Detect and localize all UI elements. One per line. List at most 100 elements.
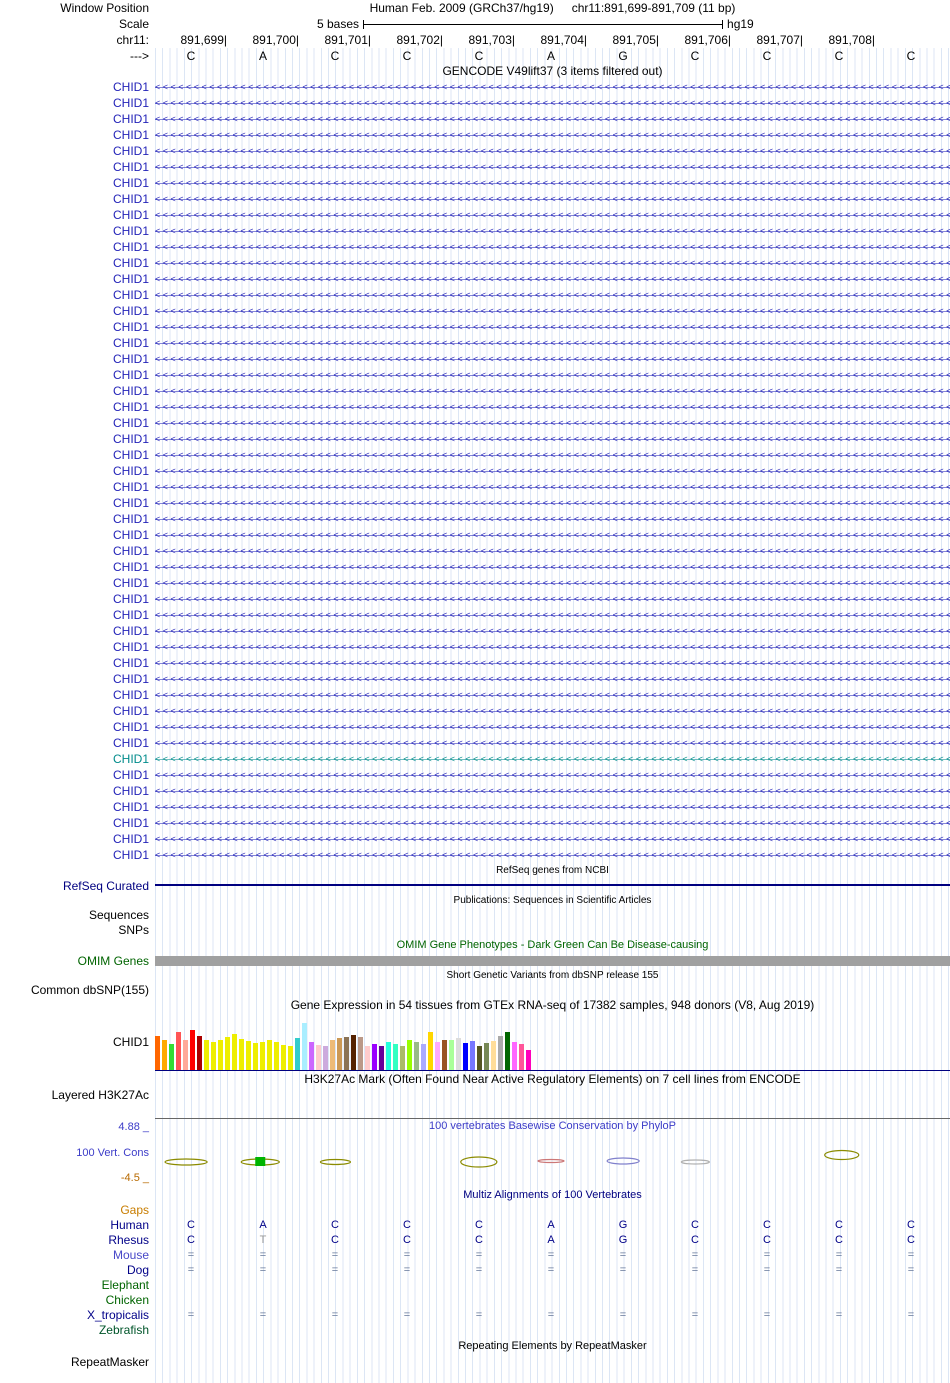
gene-row[interactable]: CHID1 <<<<<<<<<<<<<<<<<<<<<<<<<<<<<<<<<<<… [0, 367, 950, 383]
gene-label[interactable]: CHID1 [112, 608, 149, 622]
gene-row[interactable]: CHID1 <<<<<<<<<<<<<<<<<<<<<<<<<<<<<<<<<<<… [0, 159, 950, 175]
gene-row[interactable]: CHID1 <<<<<<<<<<<<<<<<<<<<<<<<<<<<<<<<<<<… [0, 255, 950, 271]
gene-label[interactable]: CHID1 [112, 400, 149, 414]
gene-label[interactable]: CHID1 [112, 720, 149, 734]
gene-label[interactable]: CHID1 [112, 800, 149, 814]
gene-label[interactable]: CHID1 [112, 480, 149, 494]
species-label[interactable]: Elephant [101, 1278, 149, 1292]
gene-label[interactable]: CHID1 [112, 656, 149, 670]
gene-row[interactable]: CHID1 <<<<<<<<<<<<<<<<<<<<<<<<<<<<<<<<<<<… [0, 639, 950, 655]
species-label[interactable]: Zebrafish [98, 1323, 149, 1337]
gene-label[interactable]: CHID1 [112, 448, 149, 462]
gene-label[interactable]: CHID1 [112, 160, 149, 174]
gene-label[interactable]: CHID1 [112, 368, 149, 382]
gene-label[interactable]: CHID1 [112, 816, 149, 830]
gene-row[interactable]: CHID1 <<<<<<<<<<<<<<<<<<<<<<<<<<<<<<<<<<<… [0, 447, 950, 463]
species-label[interactable]: Gaps [120, 1203, 149, 1217]
gene-label[interactable]: CHID1 [112, 784, 149, 798]
gene-label[interactable]: CHID1 [112, 512, 149, 526]
gene-row[interactable]: CHID1 <<<<<<<<<<<<<<<<<<<<<<<<<<<<<<<<<<<… [0, 415, 950, 431]
species-label[interactable]: Human [110, 1218, 149, 1232]
gene-row[interactable]: CHID1 <<<<<<<<<<<<<<<<<<<<<<<<<<<<<<<<<<<… [0, 687, 950, 703]
gene-row[interactable]: CHID1 <<<<<<<<<<<<<<<<<<<<<<<<<<<<<<<<<<<… [0, 543, 950, 559]
repeatmasker-track-label[interactable]: RepeatMasker [70, 1355, 149, 1369]
gene-label[interactable]: CHID1 [112, 112, 149, 126]
gene-label[interactable]: CHID1 [112, 544, 149, 558]
species-label[interactable]: X_tropicalis [86, 1308, 149, 1322]
gene-label[interactable]: CHID1 [112, 144, 149, 158]
gene-row[interactable]: CHID1 <<<<<<<<<<<<<<<<<<<<<<<<<<<<<<<<<<<… [0, 271, 950, 287]
gene-row[interactable]: CHID1 <<<<<<<<<<<<<<<<<<<<<<<<<<<<<<<<<<<… [0, 623, 950, 639]
gene-label[interactable]: CHID1 [112, 768, 149, 782]
gene-row[interactable]: CHID1 <<<<<<<<<<<<<<<<<<<<<<<<<<<<<<<<<<<… [0, 319, 950, 335]
gene-row[interactable]: CHID1 <<<<<<<<<<<<<<<<<<<<<<<<<<<<<<<<<<<… [0, 431, 950, 447]
h3k27ac-track-label[interactable]: Layered H3K27Ac [51, 1088, 149, 1102]
gene-row[interactable]: CHID1 <<<<<<<<<<<<<<<<<<<<<<<<<<<<<<<<<<<… [0, 191, 950, 207]
gene-label[interactable]: CHID1 [112, 528, 149, 542]
gene-row[interactable]: CHID1 <<<<<<<<<<<<<<<<<<<<<<<<<<<<<<<<<<<… [0, 111, 950, 127]
gene-row[interactable]: CHID1 <<<<<<<<<<<<<<<<<<<<<<<<<<<<<<<<<<<… [0, 847, 950, 863]
gene-row[interactable]: CHID1 <<<<<<<<<<<<<<<<<<<<<<<<<<<<<<<<<<<… [0, 239, 950, 255]
gene-row[interactable]: CHID1 <<<<<<<<<<<<<<<<<<<<<<<<<<<<<<<<<<<… [0, 751, 950, 767]
gene-row[interactable]: CHID1 <<<<<<<<<<<<<<<<<<<<<<<<<<<<<<<<<<<… [0, 559, 950, 575]
gene-label[interactable]: CHID1 [112, 80, 149, 94]
gene-row[interactable]: CHID1 <<<<<<<<<<<<<<<<<<<<<<<<<<<<<<<<<<<… [0, 79, 950, 95]
gene-row[interactable]: CHID1 <<<<<<<<<<<<<<<<<<<<<<<<<<<<<<<<<<<… [0, 783, 950, 799]
gene-row[interactable]: CHID1 <<<<<<<<<<<<<<<<<<<<<<<<<<<<<<<<<<<… [0, 671, 950, 687]
species-label[interactable]: Chicken [105, 1293, 149, 1307]
gene-label[interactable]: CHID1 [112, 464, 149, 478]
species-label[interactable]: Dog [126, 1263, 149, 1277]
gene-row[interactable]: CHID1 <<<<<<<<<<<<<<<<<<<<<<<<<<<<<<<<<<<… [0, 511, 950, 527]
gene-label[interactable]: CHID1 [112, 240, 149, 254]
gene-label[interactable]: CHID1 [112, 832, 149, 846]
gene-row[interactable]: CHID1 <<<<<<<<<<<<<<<<<<<<<<<<<<<<<<<<<<<… [0, 767, 950, 783]
gene-label[interactable]: CHID1 [112, 304, 149, 318]
gene-row[interactable]: CHID1 <<<<<<<<<<<<<<<<<<<<<<<<<<<<<<<<<<<… [0, 735, 950, 751]
gene-row[interactable]: CHID1 <<<<<<<<<<<<<<<<<<<<<<<<<<<<<<<<<<<… [0, 463, 950, 479]
gtex-track[interactable] [155, 1013, 950, 1071]
gene-label[interactable]: CHID1 [112, 752, 149, 766]
omim-track[interactable] [155, 953, 950, 969]
gene-label[interactable]: CHID1 [112, 848, 149, 862]
gene-row[interactable]: CHID1 <<<<<<<<<<<<<<<<<<<<<<<<<<<<<<<<<<<… [0, 399, 950, 415]
gene-label[interactable]: CHID1 [112, 176, 149, 190]
gene-label[interactable]: CHID1 [112, 208, 149, 222]
gene-label[interactable]: CHID1 [112, 560, 149, 574]
gene-label[interactable]: CHID1 [112, 496, 149, 510]
gtex-gene-label[interactable]: CHID1 [112, 1035, 149, 1049]
refseq-track[interactable] [155, 878, 950, 894]
gene-label[interactable]: CHID1 [112, 416, 149, 430]
gene-label[interactable]: CHID1 [112, 624, 149, 638]
gene-label[interactable]: CHID1 [112, 576, 149, 590]
gene-row[interactable]: CHID1 <<<<<<<<<<<<<<<<<<<<<<<<<<<<<<<<<<<… [0, 95, 950, 111]
gene-row[interactable]: CHID1 <<<<<<<<<<<<<<<<<<<<<<<<<<<<<<<<<<<… [0, 719, 950, 735]
ruler-positions[interactable]: 891,699| 891,700| 891,701| 891,702| 891,703|… [155, 32, 950, 48]
sequences-track-label[interactable]: Sequences [88, 908, 149, 922]
gene-row[interactable]: CHID1 <<<<<<<<<<<<<<<<<<<<<<<<<<<<<<<<<<<… [0, 495, 950, 511]
gene-row[interactable]: CHID1 <<<<<<<<<<<<<<<<<<<<<<<<<<<<<<<<<<<… [0, 207, 950, 223]
gene-row[interactable]: CHID1 <<<<<<<<<<<<<<<<<<<<<<<<<<<<<<<<<<<… [0, 575, 950, 591]
gene-label[interactable]: CHID1 [112, 432, 149, 446]
gene-label[interactable]: CHID1 [112, 288, 149, 302]
gene-label[interactable]: CHID1 [112, 96, 149, 110]
gene-row[interactable]: CHID1 <<<<<<<<<<<<<<<<<<<<<<<<<<<<<<<<<<<… [0, 175, 950, 191]
gene-row[interactable]: CHID1 <<<<<<<<<<<<<<<<<<<<<<<<<<<<<<<<<<<… [0, 655, 950, 671]
phylop-track-label[interactable]: 100 Vert. Cons [76, 1146, 149, 1159]
refseq-track-label[interactable]: RefSeq Curated [62, 879, 149, 893]
gene-row[interactable]: CHID1 <<<<<<<<<<<<<<<<<<<<<<<<<<<<<<<<<<<… [0, 335, 950, 351]
gene-label[interactable]: CHID1 [112, 128, 149, 142]
gene-label[interactable]: CHID1 [112, 736, 149, 750]
gene-label[interactable]: CHID1 [112, 336, 149, 350]
gene-row[interactable]: CHID1 <<<<<<<<<<<<<<<<<<<<<<<<<<<<<<<<<<<… [0, 703, 950, 719]
gene-label[interactable]: CHID1 [112, 192, 149, 206]
gene-row[interactable]: CHID1 <<<<<<<<<<<<<<<<<<<<<<<<<<<<<<<<<<<… [0, 143, 950, 159]
gene-label[interactable]: CHID1 [112, 640, 149, 654]
gene-label[interactable]: CHID1 [112, 352, 149, 366]
gene-row[interactable]: CHID1 <<<<<<<<<<<<<<<<<<<<<<<<<<<<<<<<<<<… [0, 351, 950, 367]
omim-track-label[interactable]: OMIM Genes [77, 954, 149, 968]
gene-label[interactable]: CHID1 [112, 272, 149, 286]
species-label[interactable]: Rhesus [108, 1233, 149, 1247]
gene-row[interactable]: CHID1 <<<<<<<<<<<<<<<<<<<<<<<<<<<<<<<<<<<… [0, 383, 950, 399]
gene-label[interactable]: CHID1 [112, 704, 149, 718]
gene-row[interactable]: CHID1 <<<<<<<<<<<<<<<<<<<<<<<<<<<<<<<<<<<… [0, 287, 950, 303]
